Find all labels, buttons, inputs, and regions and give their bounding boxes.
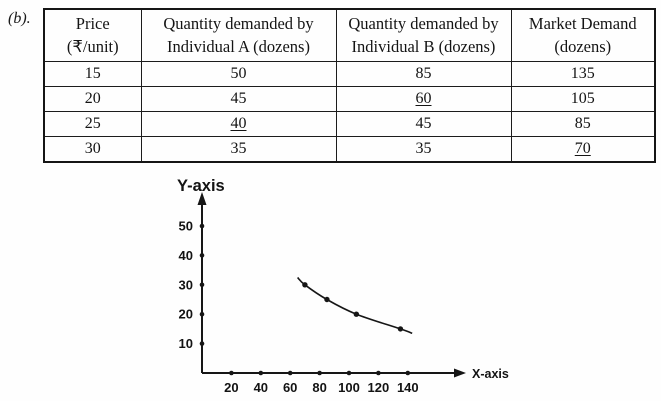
cell-qty-individual-a: 35 <box>140 136 337 163</box>
table-row: 30 35 35 70 <box>43 136 656 163</box>
x-tick-dot <box>229 370 234 376</box>
table-row: 25 40 45 85 <box>43 111 656 137</box>
cell-price: 20 <box>43 86 142 112</box>
x-tick-dot <box>376 370 381 376</box>
y-tick-label: 20 <box>179 307 193 322</box>
y-tick-dot <box>199 311 205 317</box>
cell-price: 25 <box>43 111 142 137</box>
col-header-price: Price (₹/unit) <box>43 8 142 62</box>
x-tick-label: 100 <box>338 380 360 395</box>
x-tick-dot <box>317 370 322 376</box>
x-tick-label: 140 <box>397 380 419 395</box>
y-tick-dot <box>199 223 205 229</box>
cell-market-demand: 105 <box>510 86 656 112</box>
col-header-qty-individual-a: Quantity demanded by Individual A (dozen… <box>140 8 337 62</box>
table-row: 20 45 60 105 <box>43 86 656 112</box>
cell-market-demand: 85 <box>510 111 656 137</box>
x-axis-title: X-axis <box>472 367 509 381</box>
header-line: Quantity demanded by <box>163 14 314 33</box>
header-line: Individual B (dozens) <box>351 37 496 56</box>
header-line: Market Demand <box>528 14 637 33</box>
y-tick-label: 40 <box>179 248 193 263</box>
y-tick-label: 30 <box>179 277 193 292</box>
cell-qty-individual-b: 60 <box>335 86 512 112</box>
col-header-qty-individual-b: Quantity demanded by Individual B (dozen… <box>335 8 512 62</box>
x-tick-label: 60 <box>283 380 297 395</box>
data-point <box>324 296 330 303</box>
data-point <box>302 282 308 288</box>
col-header-market-demand: Market Demand (dozens) <box>510 8 656 62</box>
table-row: 15 50 85 135 <box>43 61 656 87</box>
table-body: 15 50 85 135 20 45 60 105 25 40 45 85 30 35 35 70 <box>43 61 656 163</box>
cell-qty-individual-a: 45 <box>140 86 337 112</box>
y-tick-dot <box>199 341 205 346</box>
cell-price: 30 <box>43 136 142 163</box>
x-tick-dot <box>258 370 264 376</box>
data-point <box>397 326 404 332</box>
x-axis-arrowhead <box>454 368 466 378</box>
y-tick-label: 10 <box>179 336 193 351</box>
header-line: Individual A (dozens) <box>167 37 310 56</box>
x-tick-label: 20 <box>224 380 238 395</box>
header-line: Quantity demanded by <box>348 14 499 33</box>
y-axis-arrowhead <box>197 192 207 205</box>
cell-market-demand: 135 <box>510 61 656 87</box>
table-header-row: Price (₹/unit) Quantity demanded by Indi… <box>43 8 656 62</box>
y-tick-label: 50 <box>179 219 193 234</box>
cell-qty-individual-b: 35 <box>335 136 512 163</box>
y-tick-dot <box>199 282 205 288</box>
header-line: (dozens) <box>554 37 612 56</box>
header-line: (₹/unit) <box>66 37 119 56</box>
x-tick-dot <box>287 370 293 376</box>
cell-market-demand: 70 <box>510 136 656 163</box>
cell-qty-individual-b: 45 <box>335 111 512 137</box>
header-line: Price <box>75 14 110 33</box>
part-label: (b). <box>8 10 31 27</box>
x-tick-label: 80 <box>312 380 326 395</box>
cell-qty-individual-a: 50 <box>140 61 337 87</box>
y-axis-title: Y-axis <box>177 177 225 195</box>
cell-price: 15 <box>43 61 142 87</box>
cell-qty-individual-b: 85 <box>335 61 512 87</box>
y-tick-dot <box>199 253 205 258</box>
demand-schedule-table: Price (₹/unit) Quantity demanded by Indi… <box>43 8 656 163</box>
x-tick-label: 120 <box>368 380 390 395</box>
x-tick-dot <box>346 370 352 376</box>
data-point <box>353 311 360 317</box>
demand-curve <box>297 276 413 335</box>
x-tick-dot <box>405 370 411 376</box>
x-tick-label: 40 <box>254 380 268 395</box>
demand-curve-chart: Y-axis X-axis 10 20 30 40 50 20 40 60 80 100 120 140 <box>177 177 509 395</box>
cell-qty-individual-a: 40 <box>140 111 337 137</box>
